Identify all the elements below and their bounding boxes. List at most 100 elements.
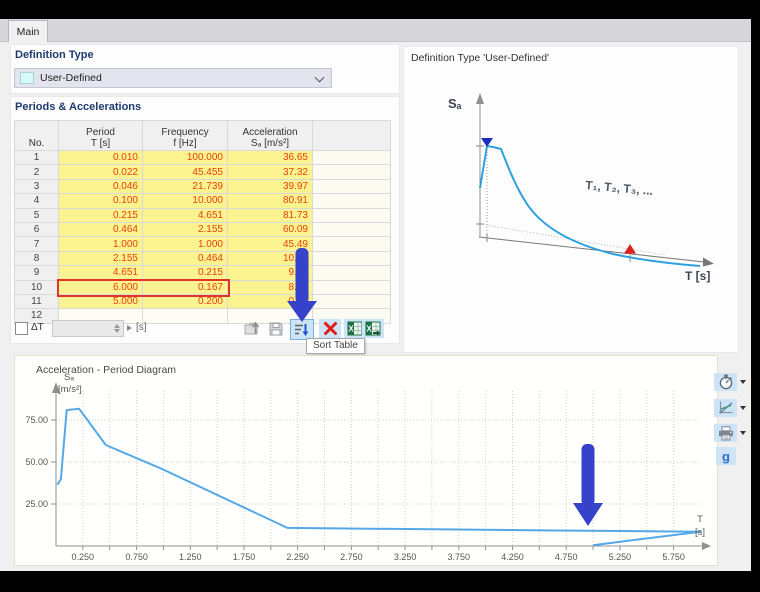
diagram-icon bbox=[718, 401, 732, 414]
row-number-cell: 2 bbox=[14, 164, 59, 180]
excel-sheet-icon: X bbox=[347, 321, 363, 336]
value-cell[interactable] bbox=[312, 293, 391, 310]
delete-button[interactable] bbox=[319, 319, 341, 338]
expander-icon[interactable] bbox=[127, 325, 132, 331]
svg-text:3.750: 3.750 bbox=[448, 552, 471, 562]
value-cell[interactable]: 9.21 bbox=[227, 265, 313, 281]
svg-text:1.250: 1.250 bbox=[179, 552, 202, 562]
col-extra bbox=[312, 120, 391, 151]
row-number-cell: 1 bbox=[14, 149, 59, 166]
value-cell[interactable] bbox=[312, 250, 391, 267]
svg-text:5.750: 5.750 bbox=[662, 552, 685, 562]
period-marker-icon bbox=[624, 244, 636, 254]
col-frequency: Frequency f [Hz] bbox=[142, 120, 228, 151]
value-cell[interactable]: 0.50 bbox=[227, 293, 313, 310]
definition-preview-panel bbox=[403, 46, 739, 353]
diagram-options-button[interactable] bbox=[714, 399, 737, 417]
row-number-cell: 7 bbox=[14, 236, 59, 252]
table-row: 6 0.464 2.155 60.09 bbox=[14, 221, 391, 238]
value-cell[interactable]: 2.155 bbox=[142, 221, 228, 238]
value-cell[interactable]: 0.022 bbox=[58, 164, 143, 180]
time-settings-dropdown-icon[interactable] bbox=[740, 380, 746, 384]
excel-export-button[interactable]: X bbox=[362, 319, 384, 338]
value-cell[interactable]: 60.09 bbox=[227, 221, 313, 238]
import-button[interactable] bbox=[241, 319, 263, 338]
value-cell[interactable]: 4.651 bbox=[58, 265, 143, 281]
table-row: 7 1.000 1.000 45.49 bbox=[14, 236, 391, 252]
row-number-cell: 3 bbox=[14, 178, 59, 195]
sa-axis-label: Sₐ bbox=[448, 96, 462, 111]
row-number-cell: 11 bbox=[14, 293, 59, 310]
svg-text:X: X bbox=[366, 325, 372, 334]
value-cell[interactable]: 0.200 bbox=[142, 293, 228, 310]
value-cell[interactable]: 0.464 bbox=[142, 250, 228, 267]
value-cell[interactable] bbox=[312, 207, 391, 223]
value-cell[interactable]: 0.215 bbox=[142, 265, 228, 281]
value-cell[interactable] bbox=[312, 265, 391, 281]
save-button[interactable] bbox=[265, 319, 287, 338]
value-cell[interactable]: 36.65 bbox=[227, 149, 313, 166]
value-cell[interactable]: 45.455 bbox=[142, 164, 228, 180]
svg-text:2.250: 2.250 bbox=[286, 552, 309, 562]
svg-text:0.250: 0.250 bbox=[72, 552, 95, 562]
gravity-toggle-button[interactable]: g bbox=[716, 447, 736, 465]
value-cell[interactable]: 100.000 bbox=[142, 149, 228, 166]
sort-table-button[interactable] bbox=[290, 319, 314, 340]
value-cell[interactable]: 0.100 bbox=[58, 193, 143, 209]
value-cell[interactable]: 37.32 bbox=[227, 164, 313, 180]
table-row: 8 2.155 0.464 10.75 bbox=[14, 250, 391, 267]
print-button[interactable] bbox=[714, 424, 737, 442]
value-cell[interactable]: 21.739 bbox=[142, 178, 228, 195]
spin-down-icon[interactable] bbox=[114, 329, 120, 333]
value-cell[interactable]: 0.215 bbox=[58, 207, 143, 223]
print-dropdown-icon[interactable] bbox=[740, 431, 746, 435]
value-cell[interactable]: 0.464 bbox=[58, 221, 143, 238]
value-cell[interactable] bbox=[312, 164, 391, 180]
row-number-cell: 10 bbox=[14, 279, 59, 295]
value-cell[interactable]: 6.000 bbox=[58, 279, 143, 295]
delta-t-input[interactable] bbox=[52, 320, 124, 337]
svg-text:3.250: 3.250 bbox=[394, 552, 417, 562]
value-cell[interactable]: 10.75 bbox=[227, 250, 313, 267]
value-cell[interactable]: 0.167 bbox=[142, 279, 228, 295]
svg-text:X: X bbox=[348, 325, 354, 334]
value-cell[interactable]: 81.73 bbox=[227, 207, 313, 223]
value-cell[interactable]: 1.000 bbox=[58, 236, 143, 252]
series-label: T₁, T₂, T₃, ... bbox=[585, 178, 654, 198]
svg-text:5.250: 5.250 bbox=[609, 552, 632, 562]
time-settings-button[interactable] bbox=[714, 373, 737, 391]
tab-main[interactable]: Main bbox=[8, 20, 48, 42]
value-cell[interactable] bbox=[312, 178, 391, 195]
value-cell[interactable]: 80.91 bbox=[227, 193, 313, 209]
value-cell[interactable] bbox=[312, 279, 391, 295]
value-cell[interactable]: 5.000 bbox=[58, 293, 143, 310]
row-number-cell: 12 bbox=[14, 308, 59, 324]
table-row: 11 5.000 0.200 0.50 bbox=[14, 293, 391, 310]
value-cell[interactable]: 45.49 bbox=[227, 236, 313, 252]
periods-header: Periods & Accelerations bbox=[15, 101, 142, 113]
delta-t-checkbox[interactable] bbox=[15, 322, 28, 335]
spectrum-schematic: Sₐ T₁, T₂, T₃, ... T [s] bbox=[448, 93, 714, 283]
value-cell[interactable]: 0.046 bbox=[58, 178, 143, 195]
value-cell[interactable]: 0.010 bbox=[58, 149, 143, 166]
value-cell[interactable] bbox=[312, 149, 391, 166]
value-cell[interactable]: 8.50 bbox=[227, 279, 313, 295]
excel-import-button[interactable]: X bbox=[344, 319, 366, 338]
spin-up-icon[interactable] bbox=[114, 324, 120, 328]
value-cell[interactable] bbox=[312, 221, 391, 238]
value-cell[interactable]: 1.000 bbox=[142, 236, 228, 252]
value-cell[interactable] bbox=[312, 193, 391, 209]
unit-label: [s] bbox=[136, 322, 147, 333]
table-row: 3 0.046 21.739 39.97 bbox=[14, 178, 391, 195]
diagram-options-dropdown-icon[interactable] bbox=[740, 406, 746, 410]
value-cell[interactable]: 4.651 bbox=[142, 207, 228, 223]
value-cell[interactable]: 2.155 bbox=[58, 250, 143, 267]
value-cell[interactable]: 10.000 bbox=[142, 193, 228, 209]
value-cell[interactable] bbox=[312, 236, 391, 252]
value-cell[interactable]: 39.97 bbox=[227, 178, 313, 195]
svg-text:[m/s²]: [m/s²] bbox=[58, 384, 82, 395]
value-cell[interactable] bbox=[142, 308, 228, 324]
definition-type-dropdown[interactable]: User-Defined bbox=[14, 68, 332, 88]
svg-text:1.750: 1.750 bbox=[233, 552, 256, 562]
